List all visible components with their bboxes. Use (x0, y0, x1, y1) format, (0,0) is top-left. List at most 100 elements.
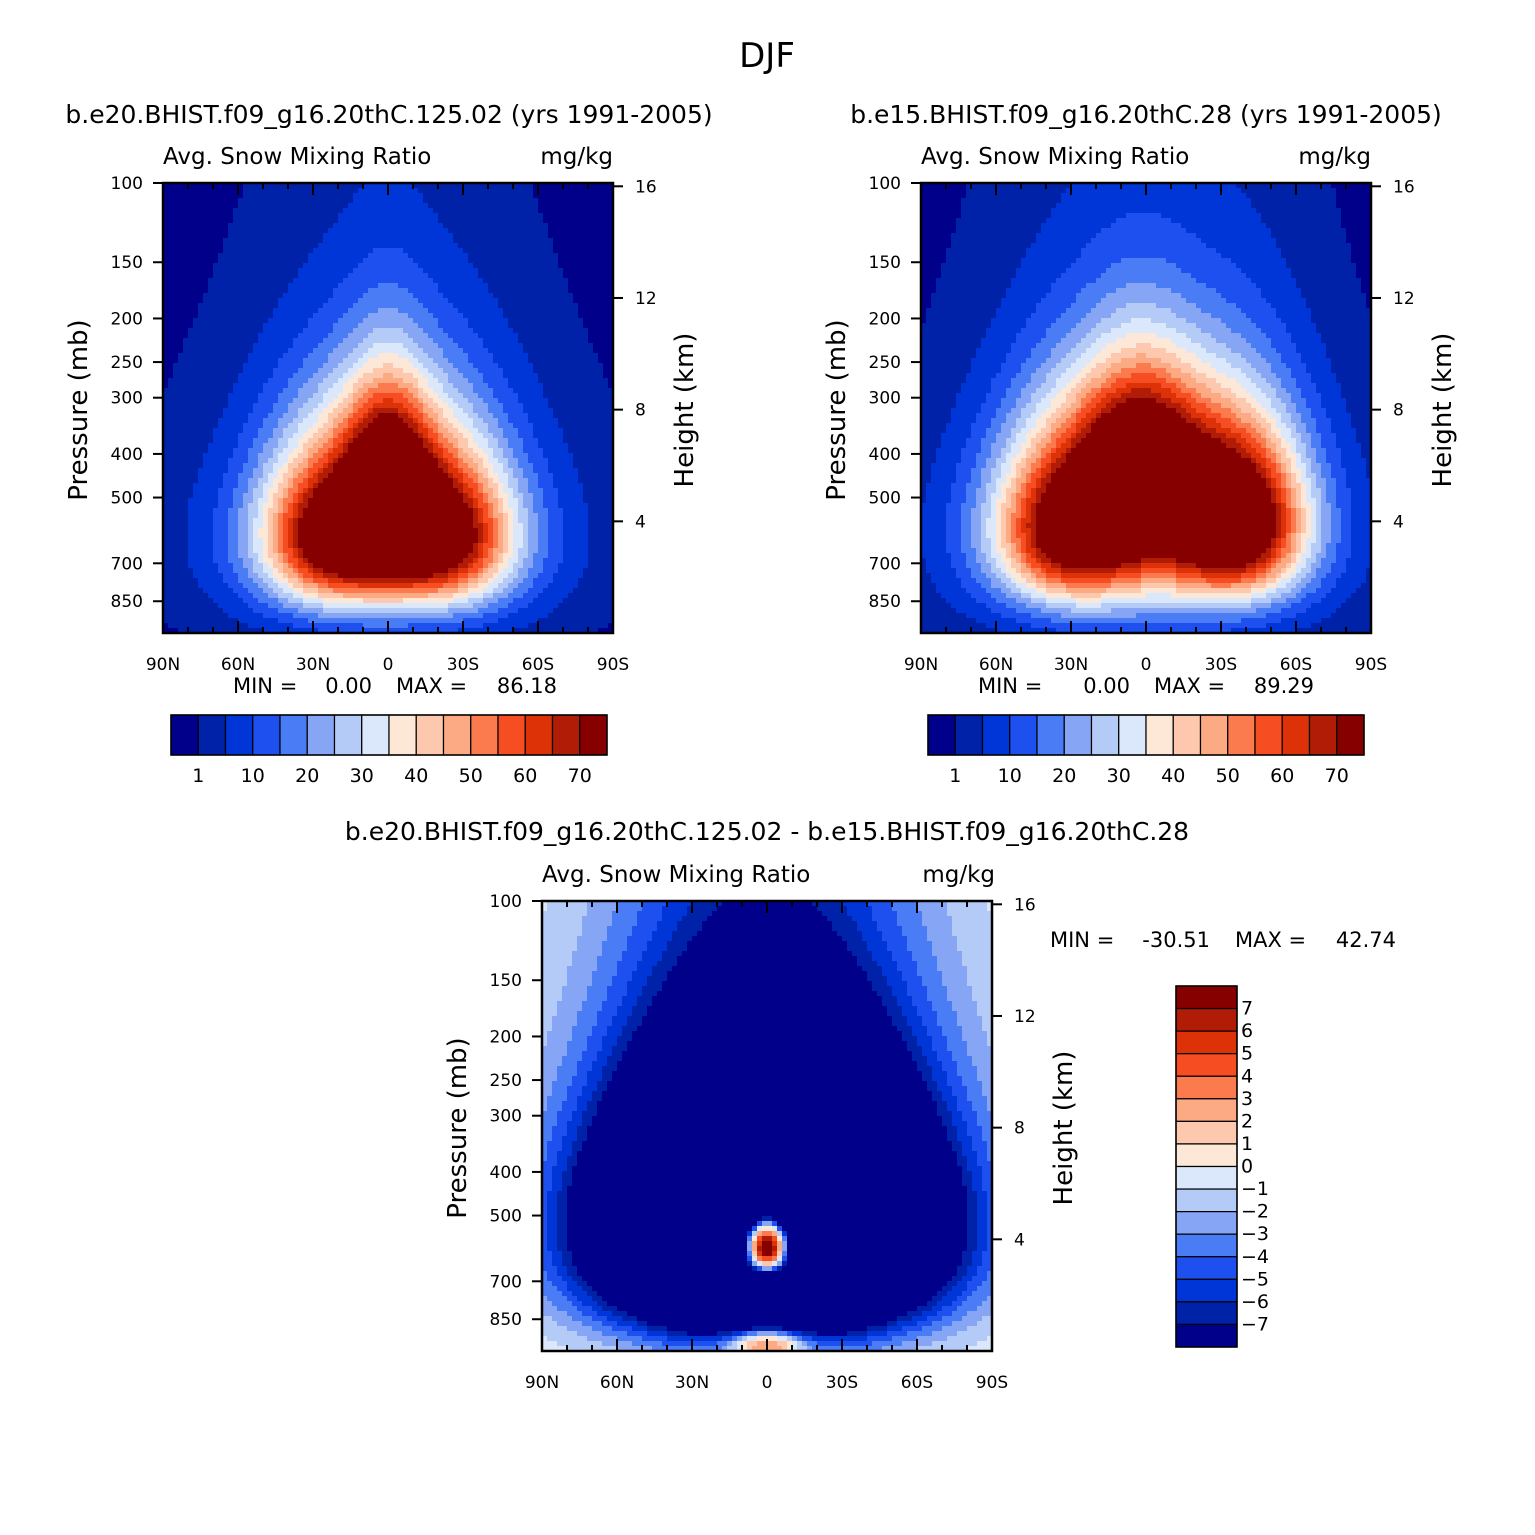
contour-cell (578, 418, 584, 424)
contour-cell (593, 348, 599, 354)
contour-cell (203, 198, 209, 204)
contour-cell (328, 348, 334, 354)
contour-cell (408, 223, 414, 229)
contour-cell (298, 303, 304, 309)
contour-cell (233, 388, 239, 394)
contour-cell (568, 343, 574, 349)
contour-cell (408, 248, 414, 254)
contour-cell (223, 193, 229, 199)
contour-cell (528, 233, 534, 239)
contour-cell (548, 418, 554, 424)
contour-cell (448, 188, 454, 194)
contour-cell (308, 348, 314, 354)
contour-cell (453, 223, 459, 229)
contour-cell (578, 433, 584, 439)
contour-cell (278, 228, 284, 234)
contour-cell (313, 183, 319, 189)
contour-cell (238, 303, 244, 309)
contour-cell (308, 248, 314, 254)
contour-cell (533, 328, 539, 334)
contour-cell (253, 183, 259, 189)
contour-cell (178, 208, 184, 214)
contour-cell (573, 353, 579, 359)
contour-cell (363, 368, 369, 374)
contour-cell (488, 183, 494, 189)
contour-cell (188, 238, 194, 244)
contour-cell (473, 383, 479, 389)
contour-cell (208, 423, 214, 429)
contour-cell (338, 273, 344, 279)
contour-cell (243, 253, 249, 259)
contour-cell (368, 253, 374, 259)
contour-cell (168, 408, 174, 414)
contour-cell (568, 333, 574, 339)
contour-cell (513, 298, 519, 304)
contour-cell (523, 263, 529, 269)
contour-cell (458, 228, 464, 234)
contour-cell (218, 263, 224, 269)
contour-cell (568, 303, 574, 309)
contour-cell (458, 268, 464, 274)
contour-cell (348, 368, 354, 374)
contour-cell (163, 273, 169, 279)
contour-cell (278, 273, 284, 279)
contour-cell (218, 283, 224, 289)
contour-cell (548, 368, 554, 374)
contour-cell (413, 273, 419, 279)
contour-cell (593, 308, 599, 314)
contour-cell (303, 313, 309, 319)
contour-cell (213, 348, 219, 354)
contour-cell (358, 403, 364, 409)
contour-cell (288, 253, 294, 259)
contour-cell (518, 253, 524, 259)
contour-cell (538, 403, 544, 409)
contour-cell (593, 433, 599, 439)
contour-cell (453, 363, 459, 369)
contour-cell (473, 343, 479, 349)
contour-cell (278, 363, 284, 369)
contour-cell (338, 388, 344, 394)
contour-cell (333, 378, 339, 384)
contour-cell (443, 368, 449, 374)
contour-cell (518, 298, 524, 304)
contour-cell (233, 198, 239, 204)
contour-cell (358, 398, 364, 404)
contour-cell (518, 193, 524, 199)
contour-cell (578, 218, 584, 224)
contour-cell (253, 268, 259, 274)
contour-cell (198, 198, 204, 204)
contour-cell (203, 253, 209, 259)
contour-cell (543, 408, 549, 414)
contour-cell (473, 378, 479, 384)
contour-cell (323, 193, 329, 199)
contour-cell (458, 208, 464, 214)
contour-cell (168, 328, 174, 334)
contour-cell (488, 238, 494, 244)
contour-cell (288, 213, 294, 219)
contour-cell (608, 438, 613, 444)
contour-cell (178, 313, 184, 319)
contour-cell (228, 363, 234, 369)
contour-cell (578, 223, 584, 229)
contour-cell (573, 328, 579, 334)
contour-cell (398, 433, 404, 439)
contour-cell (303, 328, 309, 334)
contour-cell (373, 443, 379, 449)
contour-cell (273, 423, 279, 429)
contour-cell (283, 408, 289, 414)
contour-cell (268, 423, 274, 429)
contour-cell (608, 268, 613, 274)
contour-cell (423, 303, 429, 309)
contour-cell (438, 333, 444, 339)
contour-cell (478, 203, 484, 209)
contour-cell (488, 188, 494, 194)
contour-cell (418, 333, 424, 339)
contour-cell (558, 338, 564, 344)
contour-cell (278, 263, 284, 269)
contour-cell (538, 323, 544, 329)
contour-cell (513, 353, 519, 359)
contour-cell (503, 403, 509, 409)
contour-cell (588, 358, 594, 364)
contour-cell (273, 238, 279, 244)
contour-cell (473, 323, 479, 329)
